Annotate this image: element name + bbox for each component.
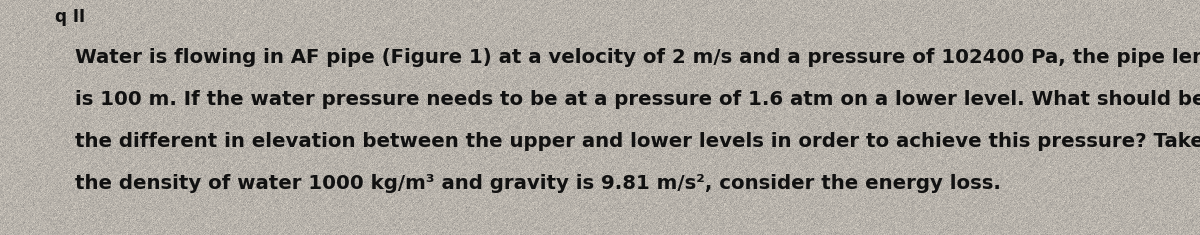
Text: is 100 m. If the water pressure needs to be at a pressure of 1.6 atm on a lower : is 100 m. If the water pressure needs to…: [74, 90, 1200, 109]
Text: the different in elevation between the upper and lower levels in order to achiev: the different in elevation between the u…: [74, 132, 1200, 151]
Text: Water is flowing in AF pipe (Figure 1) at a velocity of 2 m/s and a pressure of : Water is flowing in AF pipe (Figure 1) a…: [74, 48, 1200, 67]
Text: the density of water 1000 kg/m³ and gravity is 9.81 m/s², consider the energy lo: the density of water 1000 kg/m³ and grav…: [74, 174, 1001, 193]
Text: q II: q II: [55, 8, 85, 26]
